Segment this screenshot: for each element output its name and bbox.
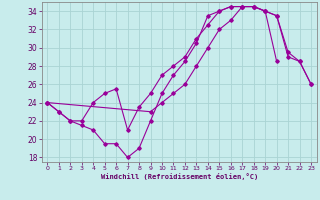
X-axis label: Windchill (Refroidissement éolien,°C): Windchill (Refroidissement éolien,°C) <box>100 173 258 180</box>
